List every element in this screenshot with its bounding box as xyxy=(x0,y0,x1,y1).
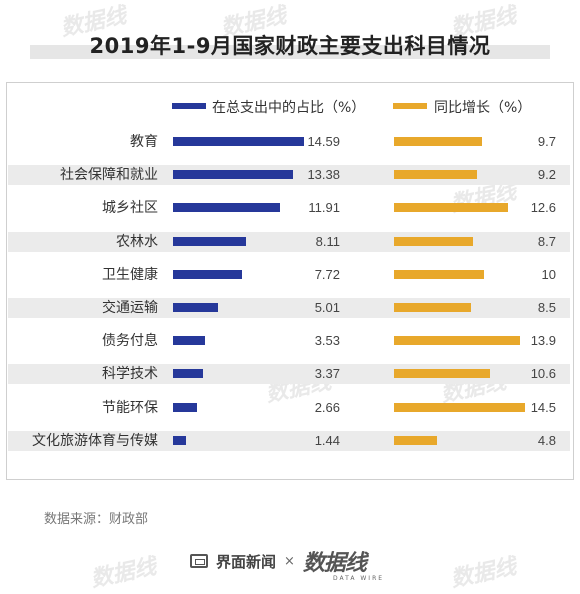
value-label-share: 13.38 xyxy=(307,167,340,183)
value-label-share: 8.11 xyxy=(315,233,340,249)
bar-share xyxy=(173,137,304,146)
datawire-logo-subtitle: DATA WIRE xyxy=(333,575,385,582)
bar-share xyxy=(173,170,294,180)
brand-footer: 界面新闻 × 数据线 xyxy=(190,548,367,576)
value-label-growth: 10 xyxy=(541,266,556,282)
value-label-growth: 8.5 xyxy=(537,300,556,315)
category-label: 交通运输 xyxy=(102,300,158,316)
bar-share xyxy=(173,369,204,379)
legend-label-share: 在总支出中的占比（%） xyxy=(212,100,366,116)
bar-growth xyxy=(394,402,525,412)
value-label-growth: 4.8 xyxy=(537,432,556,448)
category-label: 教育 xyxy=(130,134,158,150)
bar-growth xyxy=(394,336,520,346)
bar-growth xyxy=(394,369,490,379)
category-label: 卫生健康 xyxy=(102,266,158,283)
category-label: 城乡社区 xyxy=(102,200,158,217)
category-label: 社会保障和就业 xyxy=(60,167,158,184)
bar-growth xyxy=(394,269,485,279)
value-label-share: 5.01 xyxy=(314,300,340,315)
value-label-growth: 10.6 xyxy=(530,366,556,382)
value-label-growth: 8.7 xyxy=(537,233,556,249)
value-label-growth: 9.7 xyxy=(537,134,556,149)
brand-separator: × xyxy=(284,553,295,569)
category-label: 科学技术 xyxy=(102,366,158,383)
value-label-share: 3.37 xyxy=(314,366,340,382)
value-label-growth: 12.6 xyxy=(530,200,556,216)
bar-growth xyxy=(394,303,471,312)
category-label: 债务付息 xyxy=(102,333,158,350)
bar-growth xyxy=(394,435,438,445)
bar-share xyxy=(173,402,197,412)
datawire-logo: 数据线 xyxy=(302,550,367,576)
bar-share xyxy=(173,336,205,346)
value-label-share: 3.53 xyxy=(314,333,340,349)
brand-left-name: 界面新闻 xyxy=(216,552,277,571)
bar-share xyxy=(173,203,280,213)
chart-title: 2019年1-9月国家财政主要支出科目情况 xyxy=(89,34,491,58)
bar-share xyxy=(173,435,186,445)
bar-share xyxy=(173,236,246,246)
bar-growth xyxy=(394,203,508,213)
value-label-share: 11.91 xyxy=(308,200,340,216)
value-label-share: 14.59 xyxy=(307,134,340,149)
value-label-share: 2.66 xyxy=(314,399,340,415)
legend-swatch-growth xyxy=(393,103,427,109)
category-label: 农林水 xyxy=(116,233,158,250)
jiemian-logo-icon xyxy=(190,554,208,568)
legend-label-growth: 同比增长（%） xyxy=(434,100,532,116)
chart-frame xyxy=(6,82,574,480)
value-label-share: 1.44 xyxy=(314,432,340,448)
watermark: 数据线 xyxy=(88,553,159,593)
value-label-growth: 14.5 xyxy=(530,399,556,415)
data-source-note: 数据来源：财政部 xyxy=(44,512,149,527)
bar-share xyxy=(173,303,218,312)
value-label-share: 7.72 xyxy=(314,266,340,282)
category-label: 节能环保 xyxy=(102,399,158,416)
watermark: 数据线 xyxy=(448,553,519,593)
bar-growth xyxy=(394,170,478,180)
bar-growth xyxy=(394,236,473,246)
value-label-growth: 13.9 xyxy=(530,333,556,349)
value-label-growth: 9.2 xyxy=(537,167,556,183)
bar-share xyxy=(173,269,243,279)
legend-swatch-share xyxy=(172,103,206,109)
bar-growth xyxy=(394,137,482,146)
category-label: 文化旅游体育与传媒 xyxy=(32,432,158,449)
